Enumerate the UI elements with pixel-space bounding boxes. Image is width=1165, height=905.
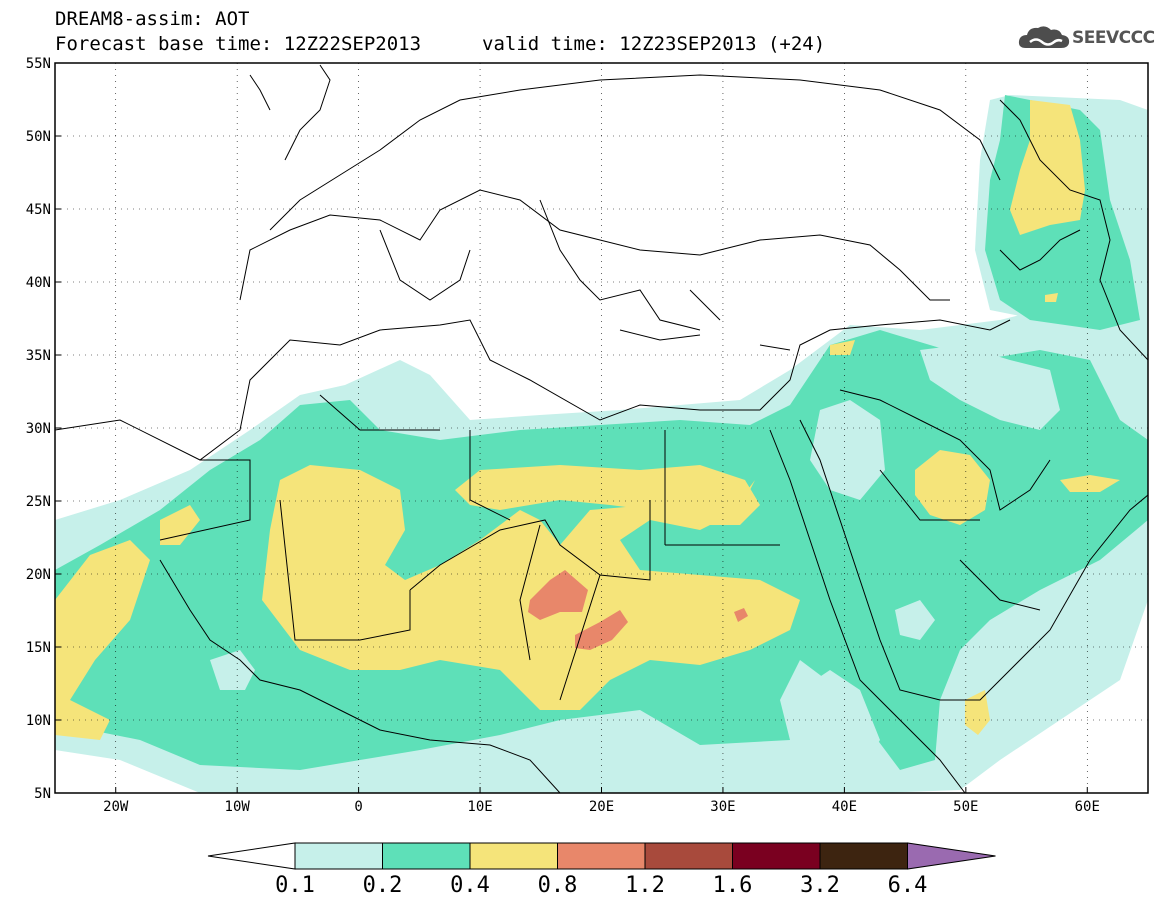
colorbar-label: 0.8 [538, 873, 578, 898]
colorbar-segment [732, 842, 821, 870]
y-tick-label: 55N [26, 56, 51, 72]
aot-lighter-patches [210, 345, 1060, 770]
forecast-base-time: Forecast base time: 12Z22SEP2013 [55, 33, 422, 55]
x-tick-label: 10E [467, 799, 492, 815]
aot-contour-0.4-0.8 [55, 100, 1120, 740]
x-tick-label: 50E [953, 799, 978, 815]
aot-field [55, 63, 1148, 793]
x-tick-label: 20E [589, 799, 614, 815]
colorbar-label: 6.4 [888, 873, 928, 898]
colorbar-label: 0.1 [275, 873, 315, 898]
colorbar-segment [819, 842, 908, 870]
colorbar-segment [294, 842, 383, 870]
y-tick-label: 30N [26, 421, 51, 437]
y-tick-label: 45N [26, 202, 51, 218]
x-tick-label: 60E [1075, 799, 1100, 815]
axis-ticks [55, 62, 1088, 794]
x-tick-label: 20W [103, 799, 129, 815]
y-tick-label: 25N [26, 494, 51, 510]
aot-contour-0.8-1.2 [528, 570, 748, 650]
colorbar-segment [382, 842, 471, 870]
y-tick-label: 20N [26, 567, 51, 583]
colorbar-segment [644, 842, 733, 870]
y-tick-label: 35N [26, 348, 51, 364]
graticule [55, 63, 1148, 793]
y-tick-label: 40N [26, 275, 51, 291]
cloud-logo-icon [1018, 26, 1070, 48]
aot-colorbar: 0.1 0.2 0.4 0.8 1.2 1.6 3.2 6.4 [207, 842, 996, 898]
coastlines-and-borders [55, 64, 1148, 793]
y-tick-label: 50N [26, 129, 51, 145]
colorbar-high-arrow [907, 842, 996, 870]
colorbar-label: 1.6 [713, 873, 753, 898]
valid-time: valid time: 12Z23SEP2013 (+24) [482, 33, 826, 55]
y-tick-label: 5N [34, 786, 51, 802]
colorbar-label: 0.4 [450, 873, 490, 898]
logo-text: SEEVCCC [1072, 28, 1155, 48]
map-title: DREAM8-assim: AOT [55, 8, 250, 30]
x-tick-label: 30E [710, 799, 735, 815]
y-tick-label: 15N [26, 640, 51, 656]
seevccc-logo: SEEVCCC [1018, 24, 1155, 52]
y-tick-label: 10N [26, 713, 51, 729]
colorbar-low-arrow [207, 842, 296, 870]
longitude-labels: 20W 10W 0 10E 20E 30E 40E 50E 60E [103, 799, 1100, 815]
colorbar-label: 1.2 [625, 873, 665, 898]
x-tick-label: 0 [354, 799, 362, 815]
x-tick-label: 40E [832, 799, 857, 815]
latitude-labels: 55N 50N 45N 40N 35N 30N 25N 20N 15N 10N 5N [26, 56, 51, 802]
colorbar-segment [469, 842, 558, 870]
colorbar-segment [557, 842, 646, 870]
x-tick-label: 10W [225, 799, 251, 815]
colorbar-label: 0.2 [363, 873, 403, 898]
colorbar-label: 3.2 [800, 873, 840, 898]
